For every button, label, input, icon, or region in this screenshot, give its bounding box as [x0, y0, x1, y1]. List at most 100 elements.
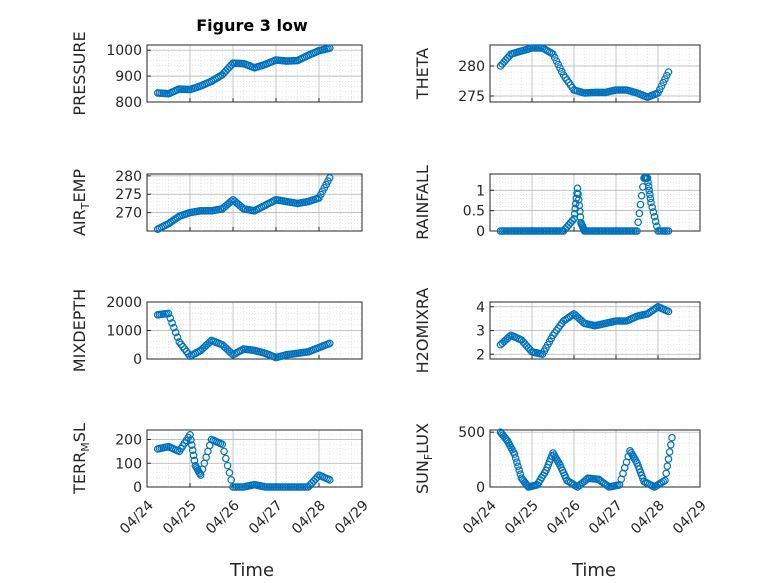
subplot-1: 800 900 1000 PRESSURE: [70, 31, 363, 116]
y-tick-label: 0: [133, 480, 142, 496]
x-tick-label: 04/28: [628, 498, 668, 538]
data-point: [664, 227, 673, 235]
y-tick-label: 500: [458, 425, 485, 441]
y-axis-label: H2OMIXRA: [413, 288, 432, 374]
x-tick-label: 04/24: [117, 498, 157, 538]
axes-box: [146, 429, 363, 488]
y-tick-label: 280: [458, 59, 485, 75]
y-tick-label: 280: [115, 169, 142, 185]
data-point: [325, 44, 334, 52]
data-point: [325, 339, 334, 348]
data-point: [164, 309, 173, 318]
y-tick-label: 270: [115, 206, 142, 222]
data-point: [227, 197, 236, 206]
data-point: [664, 455, 673, 463]
y-tick-label: 100: [115, 456, 142, 472]
y-tick-label: 3: [476, 324, 485, 340]
y-axis-label: THETA: [413, 48, 432, 100]
x-tick-label: 04/27: [586, 498, 626, 538]
data-point: [218, 440, 227, 449]
data-point: [187, 436, 195, 444]
data-point: [634, 218, 642, 226]
data-point: [514, 462, 522, 470]
y-axis-label: AIRTEMP: [70, 169, 92, 236]
subplot-4: 0 0.5 1 RAINFALL: [413, 165, 701, 240]
data-point: [646, 194, 655, 203]
data-point: [222, 454, 230, 463]
data-point: [650, 212, 659, 221]
data-point: [325, 476, 334, 484]
xlabel-left: Time: [229, 560, 274, 581]
data-point: [635, 209, 644, 218]
data-point: [187, 441, 196, 449]
y-tick-label: 275: [115, 187, 142, 203]
data-point: [665, 448, 674, 456]
y-tick-label: 1000: [106, 43, 142, 59]
data-point: [646, 190, 654, 199]
axes-box: [146, 173, 363, 232]
data-point: [662, 469, 670, 478]
data-point: [664, 307, 673, 316]
data-point: [173, 333, 182, 341]
data-point: [170, 323, 178, 332]
x-tick-label: 04/25: [502, 498, 542, 538]
data-point: [168, 319, 176, 327]
data-point: [668, 433, 676, 442]
x-tick-label: 04/26: [203, 498, 243, 538]
subplot-2: 275 280 THETA: [413, 44, 701, 105]
subplot-6: 2 3 4 H2OMIXRA: [413, 288, 701, 374]
y-tick-label: 0.5: [463, 204, 485, 220]
data-point: [220, 447, 228, 456]
data-point: [648, 203, 656, 212]
data-point: [649, 208, 658, 216]
x-tick-label: 04/29: [670, 498, 710, 538]
data-point: [603, 481, 612, 490]
data-point: [664, 68, 673, 76]
data-point: [644, 178, 652, 186]
data-point: [637, 191, 646, 200]
data-point: [511, 454, 520, 462]
data-point: [205, 338, 214, 346]
x-tick-label: 04/28: [289, 498, 329, 538]
data-point: [171, 328, 180, 337]
data-point: [652, 304, 661, 312]
y-tick-label: 0: [476, 224, 485, 240]
data-point: [582, 475, 591, 484]
y-tick-label: 900: [115, 69, 142, 85]
data-point: [190, 456, 199, 465]
y-tick-label: 1000: [106, 324, 142, 340]
data-point: [227, 476, 236, 484]
data-point: [225, 468, 234, 477]
data-point: [505, 333, 514, 341]
y-axis-label: TERRMSL: [70, 423, 92, 495]
data-point: [189, 451, 198, 460]
axes-box: [489, 429, 701, 488]
data-point: [644, 182, 653, 191]
data-point: [510, 450, 519, 458]
x-tick-label: 04/27: [246, 498, 286, 538]
x-tick-label: 04/24: [460, 498, 500, 538]
x-tick-label: 04/26: [544, 498, 584, 538]
data-point: [647, 198, 655, 207]
y-tick-label: 0: [476, 480, 485, 496]
data-point: [227, 349, 236, 357]
y-tick-label: 2: [476, 347, 485, 363]
figure-title: Figure 3 low: [196, 16, 308, 35]
y-tick-label: 0: [133, 352, 142, 368]
axes-box: [146, 44, 363, 103]
x-tick-label: 04/29: [332, 498, 372, 538]
data-point: [515, 466, 523, 474]
y-tick-label: 2000: [106, 295, 142, 311]
data-point: [659, 477, 668, 486]
data-point: [663, 462, 672, 470]
data-point: [186, 430, 194, 439]
data-point: [188, 446, 197, 454]
data-point: [568, 217, 577, 225]
subplot-5: 0 1000 2000 MIXDEPTH: [70, 289, 363, 372]
y-tick-label: 1: [476, 183, 485, 199]
y-tick-label: 275: [458, 89, 485, 105]
y-axis-label: MIXDEPTH: [70, 289, 89, 372]
y-axis-label: PRESSURE: [70, 31, 89, 115]
data-point: [571, 482, 580, 490]
